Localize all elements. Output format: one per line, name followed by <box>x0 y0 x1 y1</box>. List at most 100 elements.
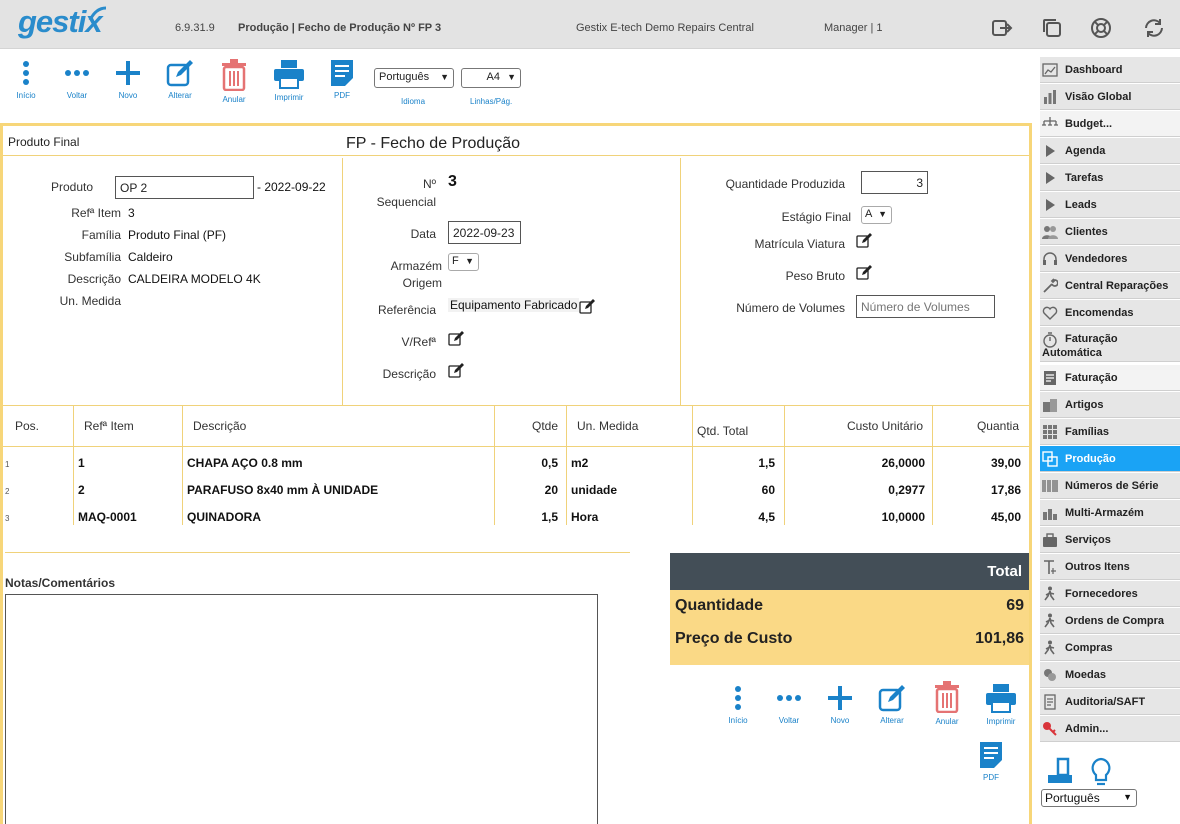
edit-referencia-icon[interactable] <box>579 299 595 315</box>
sidebar-item-label: Faturação <box>1065 372 1118 384</box>
sidebar-item-servicos[interactable]: Serviços <box>1040 527 1180 553</box>
sidebar-item-agenda[interactable]: Agenda <box>1040 138 1180 164</box>
inicio-label: Início <box>728 716 748 725</box>
alterar-label: Alterar <box>168 91 192 100</box>
col-un: Un. Medida <box>577 419 639 433</box>
sidebar-item-label: Ordens de Compra <box>1065 615 1165 627</box>
novo-label: Novo <box>118 91 138 100</box>
sidebar-item-faturacao-automatica[interactable]: Faturação Automática <box>1040 327 1180 362</box>
imprimir-button[interactable]: Imprimir <box>264 59 314 102</box>
sidebar-item-faturacao[interactable]: Faturação <box>1040 365 1180 391</box>
language-select[interactable]: Português ▼ <box>374 68 454 88</box>
sidebar-item-vendedores[interactable]: Vendedores <box>1040 246 1180 272</box>
sidebar-item-familias[interactable]: Famílias <box>1040 419 1180 445</box>
invoice-icon <box>1044 371 1056 385</box>
paper-size-select[interactable]: A4 ▼ <box>461 68 521 88</box>
sidebar-item-clientes[interactable]: Clientes <box>1040 219 1180 245</box>
anular-button[interactable]: Anular <box>209 59 259 104</box>
sidebar-item-outros-itens[interactable]: Outros Itens <box>1040 554 1180 580</box>
sidebar-item-numeros-de-serie[interactable]: Números de Série <box>1040 473 1180 499</box>
sidebar-item-label: Admin... <box>1065 723 1109 735</box>
company-name: Gestix E-tech Demo Repairs Central <box>576 22 754 34</box>
edit-descricao-icon[interactable] <box>448 363 464 379</box>
armazem-label-line1: Armazém <box>390 259 442 273</box>
novo-button[interactable]: Novo <box>103 59 153 100</box>
alterar-button[interactable]: Alterar <box>155 59 205 100</box>
armazem-select-value: F <box>452 255 459 267</box>
pdf-button[interactable]: PDF <box>317 59 367 100</box>
col-custo: Custo Unitário <box>846 419 923 433</box>
cell-qtde: 0,5 <box>541 456 558 470</box>
production-icon <box>1042 451 1058 467</box>
help-lifebuoy-icon[interactable] <box>1089 16 1113 40</box>
language-label: Idioma <box>401 97 426 106</box>
sidebar-item-compras[interactable]: Compras <box>1040 635 1180 661</box>
sidebar-item-dashboard[interactable]: Dashboard <box>1040 57 1180 83</box>
logout-icon[interactable] <box>990 16 1014 40</box>
sidebar-item-auditoria-saft[interactable]: Auditoria/SAFT <box>1040 689 1180 715</box>
sidebar-item-artigos[interactable]: Artigos <box>1040 392 1180 418</box>
notes-textarea[interactable] <box>5 594 598 824</box>
vref-label: V/Refª <box>401 335 436 349</box>
row-number: 2 <box>5 487 10 496</box>
novo-button-bottom[interactable]: Novo <box>815 684 865 725</box>
voltar-button-bottom[interactable]: Voltar <box>764 684 814 725</box>
sidebar-item-multi-armazem[interactable]: Multi-Armazém <box>1040 500 1180 526</box>
inicio-button[interactable]: Início <box>1 59 51 100</box>
windows-icon[interactable] <box>1040 16 1064 40</box>
imprimir-button-bottom[interactable]: Imprimir <box>976 683 1026 726</box>
armazem-select[interactable]: F ▼ <box>448 253 479 271</box>
sidebar-item-central-reparacoes[interactable]: Central Reparações <box>1040 273 1180 299</box>
sidebar-item-visao-global[interactable]: Visão Global <box>1040 84 1180 110</box>
section-title: Produto Final <box>8 135 80 149</box>
quantidade-value: 69 <box>1006 597 1024 614</box>
sidebar-item-budget[interactable]: Budget... <box>1040 111 1180 137</box>
language-select-value: Português <box>379 71 430 83</box>
sidebar-item-label: Números de Série <box>1065 480 1159 492</box>
walker-icon <box>1044 613 1055 628</box>
sidebar-item-moedas[interactable]: Moedas <box>1040 662 1180 688</box>
edit-vref-icon[interactable] <box>448 331 464 347</box>
inicio-label: Início <box>16 91 36 100</box>
chevron-down-icon: ▼ <box>507 72 516 82</box>
sidebar-item-producao[interactable]: Produção <box>1040 446 1180 472</box>
produto-label: Produto <box>50 180 93 194</box>
lightbulb-icon[interactable] <box>1087 757 1115 787</box>
totals-header: Total <box>670 553 1029 590</box>
page-title: Produção | Fecho de Produção Nº FP 3 <box>238 22 442 34</box>
totals-box: Total Quantidade 69 Preço de Custo 101,8… <box>670 553 1029 665</box>
volumes-input[interactable] <box>856 295 995 318</box>
sidebar-item-encomendas[interactable]: Encomendas <box>1040 300 1180 326</box>
gestix-logo[interactable]: gestix <box>18 4 103 39</box>
sidebar-item-leads[interactable]: Leads <box>1040 192 1180 218</box>
refresh-icon[interactable] <box>1142 16 1166 40</box>
anular-label: Anular <box>222 95 246 104</box>
anular-button-bottom[interactable]: Anular <box>922 681 972 726</box>
voltar-button[interactable]: Voltar <box>52 59 102 100</box>
form-header: Produto Final FP - Fecho de Produção <box>3 126 1029 156</box>
sidebar-item-tarefas[interactable]: Tarefas <box>1040 165 1180 191</box>
edit-matricula-icon[interactable] <box>856 233 872 249</box>
edit-peso-icon[interactable] <box>856 265 872 281</box>
inicio-button-bottom[interactable]: Início <box>713 684 763 725</box>
alterar-button-bottom[interactable]: Alterar <box>867 684 917 725</box>
plus-icon <box>828 686 852 710</box>
estagio-final-select[interactable]: A ▼ <box>861 206 892 224</box>
sidebar-item-label: Tarefas <box>1065 172 1104 184</box>
sidebar-item-ordens-de-compra[interactable]: Ordens de Compra <box>1040 608 1180 634</box>
pdf-label: PDF <box>983 773 999 782</box>
col-divider <box>494 405 495 525</box>
qtd-produzida-label: Quantidade Produzida <box>725 177 845 191</box>
display-icon[interactable] <box>1046 757 1074 785</box>
sidebar-item-admin[interactable]: Admin... <box>1040 716 1180 742</box>
form-title: FP - Fecho de Produção <box>346 135 521 152</box>
produto-input[interactable] <box>115 176 254 199</box>
sidebar-item-label: Multi-Armazém <box>1065 507 1144 519</box>
data-input[interactable] <box>448 221 521 244</box>
pdf-button-bottom[interactable]: PDF <box>966 741 1016 782</box>
qtd-produzida-input[interactable] <box>861 171 928 194</box>
sidebar-item-fornecedores[interactable]: Fornecedores <box>1040 581 1180 607</box>
sidebar-item-label: Produção <box>1065 453 1116 465</box>
pdf-label: PDF <box>334 91 350 100</box>
sidebar-language-select[interactable]: Português ▼ <box>1041 789 1137 807</box>
